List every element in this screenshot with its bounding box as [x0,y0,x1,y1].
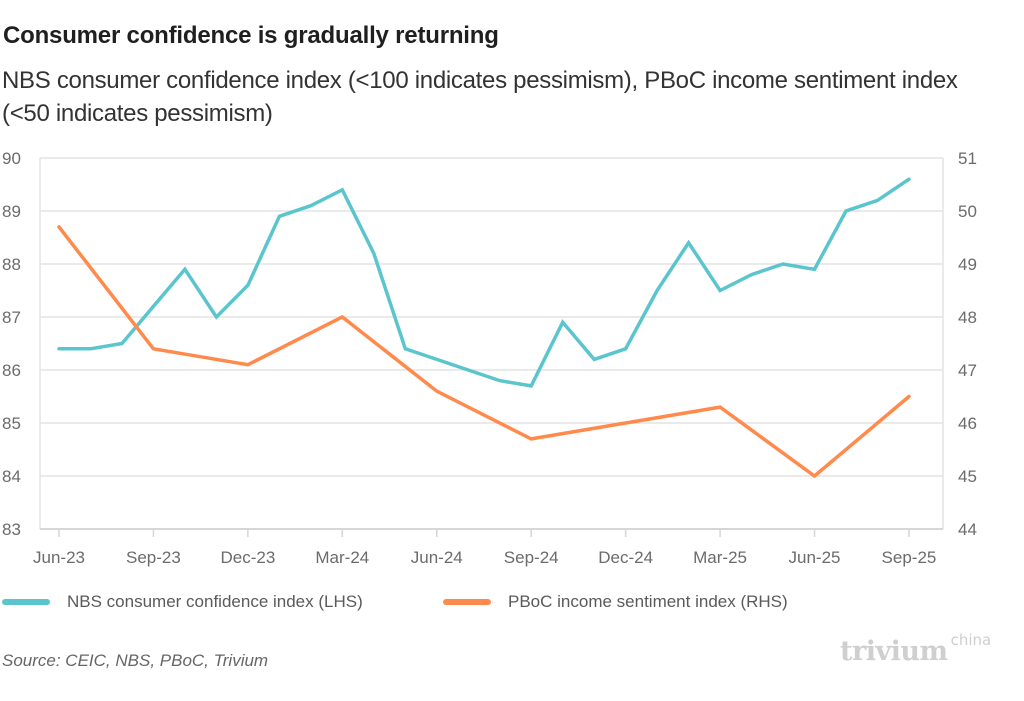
legend-item-pboc: PBoC income sentiment index (RHS) [443,592,788,612]
axis-layer [39,158,944,537]
x-tick-label: Mar-25 [693,548,747,567]
y-right-tick-label: 47 [958,361,977,380]
x-tick-label: Jun-23 [33,548,85,567]
logo-wordmark: trivium [840,636,948,667]
chart-title: Consumer confidence is gradually returni… [3,22,499,49]
legend-item-nbs: NBS consumer confidence index (LHS) [2,592,363,612]
y-left-tick-label: 89 [2,202,21,221]
legend-swatch-pboc [443,599,491,605]
y-left-tick-label: 86 [2,361,21,380]
y-right-tick-label: 51 [958,149,977,168]
x-tick-label: Mar-24 [315,548,369,567]
x-tick-label: Sep-23 [126,548,181,567]
series-layer [57,177,911,479]
y-left-tick-label: 83 [2,520,21,539]
tick-label-layer: 83 84 85 86 87 88 89 90 44 45 46 47 48 49 50 51 Jun-23 Se… [2,149,977,567]
y-right-tick-label: 45 [958,467,977,486]
logo-superscript: china [950,631,992,649]
y-left-tick-label: 88 [2,255,21,274]
y-left-tick-label: 85 [2,414,21,433]
chart-subtitle: NBS consumer confidence index (<100 indi… [2,67,958,127]
y-right-tick-label: 44 [958,520,977,539]
x-tick-label: Sep-25 [882,548,937,567]
y-left-tick-label: 87 [2,308,21,327]
y-right-tick-label: 49 [958,255,977,274]
legend-label-nbs: NBS consumer confidence index (LHS) [67,592,363,611]
source-note: Source: CEIC, NBS, PBoC, Trivium [2,651,269,670]
y-right-tick-label: 46 [958,414,977,433]
y-right-tick-label: 48 [958,308,977,327]
y-left-tick-label: 90 [2,149,21,168]
grid-layer [40,157,943,477]
x-tick-label: Dec-24 [598,548,653,567]
x-tick-label: Dec-23 [220,548,275,567]
y-right-tick-label: 50 [958,202,977,221]
legend-label-pboc: PBoC income sentiment index (RHS) [508,592,788,611]
series-line-pboc [57,225,911,479]
x-tick-label: Sep-24 [504,548,559,567]
x-tick-label: Jun-24 [411,548,463,567]
trivium-logo: trivium china [840,631,991,667]
y-left-tick-label: 84 [2,467,21,486]
x-tick-label: Jun-25 [789,548,841,567]
legend-swatch-nbs [2,599,50,605]
series-line-nbs [57,177,911,388]
